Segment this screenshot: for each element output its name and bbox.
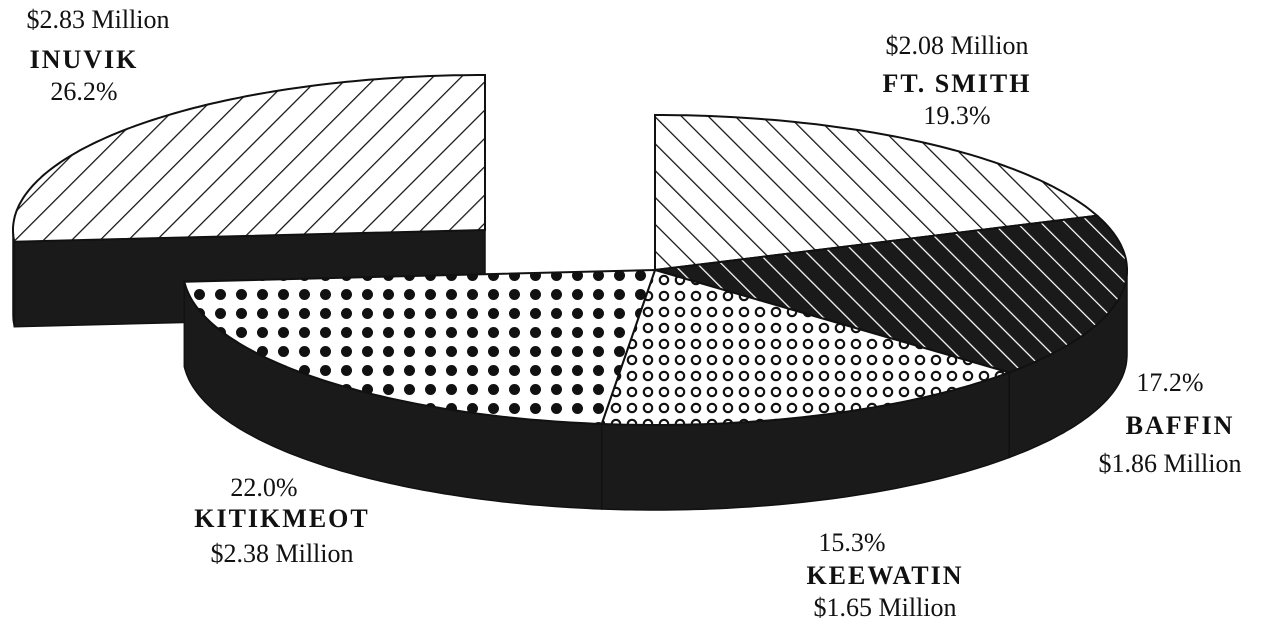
percent-label: 17.2% (1136, 368, 1203, 397)
percent-label: 19.3% (923, 101, 990, 130)
amount-label: $1.86 Million (1098, 449, 1241, 478)
category-label: FT. SMITH (883, 69, 1032, 98)
category-label: BAFFIN (1126, 411, 1235, 440)
category-label: KEEWATIN (806, 561, 963, 590)
slice (182, 268, 657, 426)
percent-label: 15.3% (818, 528, 885, 557)
amount-label: $2.83 Million (26, 5, 169, 34)
percent-label: 22.0% (230, 473, 297, 502)
slice (654, 114, 1100, 272)
slice-side (12, 229, 16, 327)
amount-label: $2.38 Million (210, 539, 353, 568)
percent-label: 26.2% (50, 77, 117, 106)
amount-label: $1.65 Million (813, 593, 956, 622)
slice (600, 268, 1013, 426)
category-label: KITIKMEOT (194, 504, 369, 533)
slice (654, 214, 1128, 374)
category-label: INUVIK (30, 45, 139, 74)
slice (12, 74, 486, 243)
amount-label: $2.08 Million (885, 31, 1028, 60)
